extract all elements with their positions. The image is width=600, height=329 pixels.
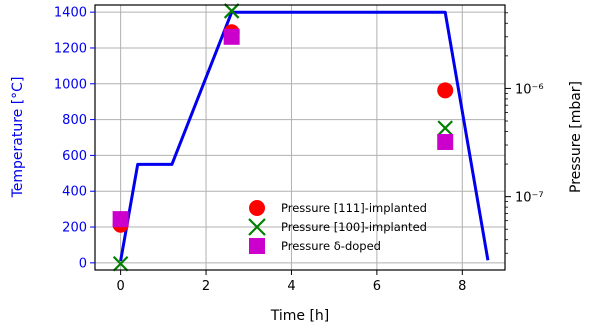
plot-area [112,3,490,272]
right-axis-title: Pressure [mbar] [568,81,584,193]
left-y-tick-label: 200 [62,221,87,236]
pressure-point-100 [437,120,453,136]
plot-frame [94,4,506,271]
legend-item-delta: Pressure δ-doped [249,238,381,254]
pressure-point-delta [437,133,454,150]
x-tick-label: 6 [373,279,381,294]
legend-label-100: Pressure [100]-implanted [281,220,427,234]
pressure-point-100 [223,3,240,19]
legend: Pressure [111]-implanted Pressure [100]-… [248,200,427,254]
left-axis-title: Temperature [°C] [10,77,26,199]
left-y-tick-label: 600 [62,149,87,164]
left-y-tick-label: 400 [62,185,87,200]
x-tick-label: 8 [458,279,466,294]
pressure-point-delta [223,28,240,45]
x-tick-label: 4 [287,279,295,294]
legend-label-delta: Pressure δ-doped [281,239,381,253]
left-y-tick-label: 800 [62,113,87,128]
right-y-tick-label: 10⁻⁶ [515,82,544,97]
legend-marker-square [249,238,265,254]
legend-item-111: Pressure [111]-implanted [249,200,427,216]
left-y-tick-label: 0 [79,256,87,271]
axes: 0 2 4 6 8 0 200 400 600 800 1000 1200 1400 10⁻⁷ 10⁻⁶ [54,6,544,294]
pressure-point-111 [437,82,454,99]
temperature-line [119,10,490,262]
right-y-tick-label: 10⁻⁷ [515,191,544,206]
legend-item-100: Pressure [100]-implanted [248,218,427,236]
pressure-point-delta [112,211,129,228]
x-axis-title: Time [h] [270,308,330,324]
left-y-tick-label: 1400 [54,6,87,21]
legend-marker-circle [249,200,265,216]
x-tick-label: 0 [116,279,124,294]
x-tick-label: 2 [202,279,210,294]
pressure-point-100 [112,255,129,272]
left-y-tick-label: 1000 [54,77,87,92]
left-y-tick-label: 1200 [54,41,87,56]
legend-label-111: Pressure [111]-implanted [281,201,427,215]
legend-marker-x [248,218,266,236]
